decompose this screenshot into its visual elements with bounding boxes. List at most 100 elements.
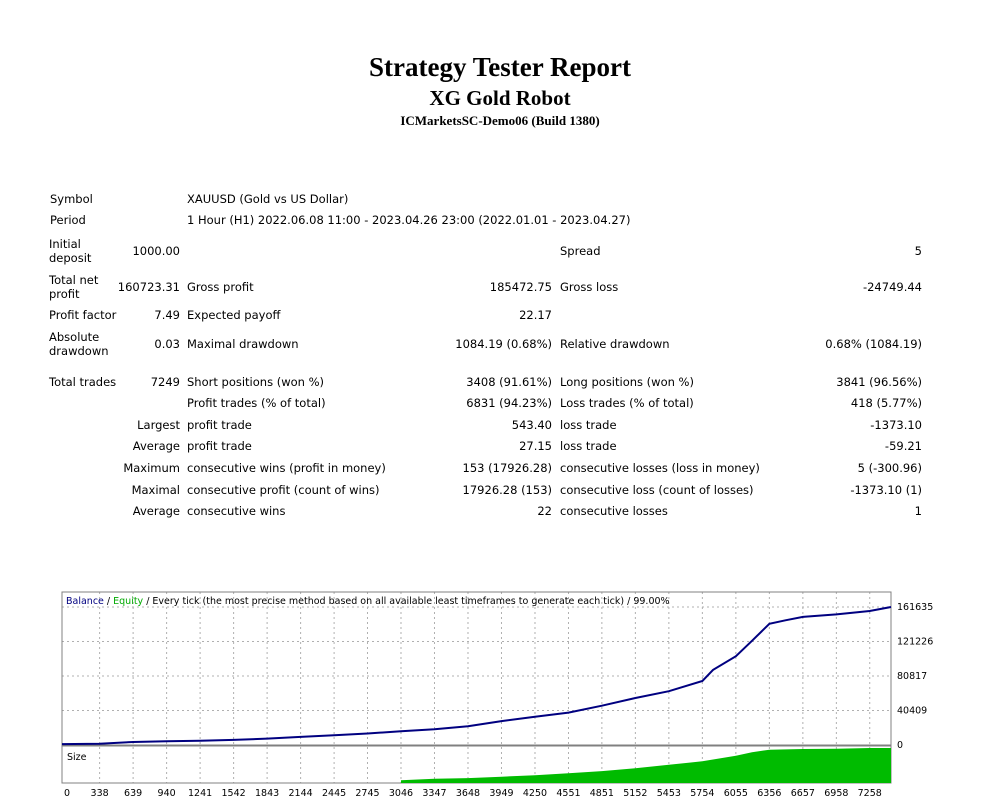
avg-cons-losses-label: consecutive losses: [560, 504, 668, 518]
total-trades-label: Total trades: [49, 375, 117, 389]
loss-trades-value: 418 (5.77%): [850, 396, 922, 410]
svg-text:Balance / Equity / Every tick: Balance / Equity / Every tick (the most …: [66, 596, 670, 607]
largest-profit-label: profit trade: [187, 418, 252, 432]
server-build: ICMarketsSC-Demo06 (Build 1380): [400, 113, 600, 128]
y-tick-label: 40409: [897, 705, 927, 716]
size-label: Size: [67, 752, 87, 763]
absolute-drawdown-label-2: drawdown: [49, 344, 109, 358]
x-tick-label: 4851: [590, 788, 614, 799]
initial-deposit-value: 1000.00: [132, 244, 180, 258]
x-tick-label: 3046: [389, 788, 413, 799]
balance-series-line: [61, 606, 892, 746]
max-cons-wins-label: consecutive wins (profit in money): [187, 461, 386, 475]
maximum-label: Maximum: [123, 461, 180, 475]
average-label: Average: [132, 439, 180, 453]
initial-deposit-label: Initial: [49, 237, 81, 251]
long-positions-value: 3841 (96.56%): [836, 375, 922, 389]
maximal-cons-loss-value: -1373.10 (1): [850, 483, 922, 497]
x-tick-label: 4551: [556, 788, 580, 799]
relative-drawdown-label: Relative drawdown: [560, 337, 670, 351]
maximal-drawdown-label: Maximal drawdown: [187, 337, 299, 351]
spread-label: Spread: [560, 244, 601, 258]
average-loss-value: -59.21: [884, 439, 922, 453]
expected-payoff-label: Expected payoff: [187, 308, 281, 322]
x-tick-label: 1241: [188, 788, 212, 799]
total-trades-value: 7249: [150, 375, 180, 389]
avg-cons-wins-value: 22: [537, 504, 552, 518]
x-tick-label: 338: [91, 788, 109, 799]
report-title: Strategy Tester Report: [369, 52, 631, 82]
avg-cons-wins-label: consecutive wins: [187, 504, 286, 518]
largest-loss-value: -1373.10: [870, 418, 922, 432]
initial-deposit-label-2: deposit: [49, 251, 92, 265]
x-tick-label: 2445: [322, 788, 346, 799]
largest-profit-value: 543.40: [511, 418, 552, 432]
y-tick-label: 0: [897, 740, 903, 751]
legend-rest: / Every tick (the most precise method ba…: [143, 596, 669, 607]
x-tick-label: 3949: [489, 788, 513, 799]
x-tick-label: 1843: [255, 788, 279, 799]
gross-loss-label: Gross loss: [560, 280, 619, 294]
loss-trades-label: Loss trades (% of total): [560, 396, 694, 410]
x-tick-label: 5152: [623, 788, 647, 799]
maximal-label: Maximal: [131, 483, 180, 497]
maximal-cons-profit-value: 17926.28 (153): [462, 483, 552, 497]
gross-profit-label: Gross profit: [187, 280, 254, 294]
y-tick-label: 121226: [897, 637, 933, 648]
chart-frame: [61, 591, 892, 746]
x-tick-label: 2144: [289, 788, 313, 799]
x-tick-label: 5754: [690, 788, 714, 799]
average-profit-label: profit trade: [187, 439, 252, 453]
y-tick-label: 161635: [897, 602, 933, 613]
short-positions-value: 3408 (91.61%): [466, 375, 552, 389]
period-value: 1 Hour (H1) 2022.06.08 11:00 - 2023.04.2…: [187, 213, 631, 227]
x-tick-label: 0: [64, 788, 70, 799]
avg-cons-losses-value: 1: [914, 504, 922, 518]
total-net-profit-value: 160723.31: [117, 280, 180, 294]
x-tick-label: 6055: [724, 788, 748, 799]
total-net-profit-label: Total net: [49, 273, 99, 287]
legend-balance: Balance: [66, 596, 104, 607]
profit-factor-value: 7.49: [154, 308, 180, 322]
period-label: Period: [50, 213, 86, 227]
absolute-drawdown-value: 0.03: [154, 337, 180, 351]
short-positions-label: Short positions (won %): [187, 375, 325, 389]
profit-factor-label: Profit factor: [49, 308, 117, 322]
absolute-drawdown-label: Absolute: [49, 330, 100, 344]
x-tick-label: 3648: [456, 788, 480, 799]
largest-loss-label: loss trade: [560, 418, 617, 432]
x-tick-label: 940: [158, 788, 176, 799]
legend-equity: Equity: [113, 596, 143, 607]
x-tick-label: 639: [124, 788, 142, 799]
x-tick-label: 6958: [824, 788, 848, 799]
average-profit-value: 27.15: [519, 439, 552, 453]
gross-loss-value: -24749.44: [862, 280, 922, 294]
size-area: [400, 748, 891, 783]
max-cons-wins-value: 153 (17926.28): [462, 461, 552, 475]
maximal-drawdown-value: 1084.19 (0.68%): [455, 337, 552, 351]
max-cons-losses-label: consecutive losses (loss in money): [560, 461, 760, 475]
x-tick-label: 6657: [791, 788, 815, 799]
largest-label: Largest: [137, 418, 180, 432]
x-tick-label: 3347: [422, 788, 446, 799]
x-tick-label: 6356: [757, 788, 781, 799]
maximal-cons-loss-label: consecutive loss (count of losses): [560, 483, 754, 497]
gross-profit-value: 185472.75: [489, 280, 552, 294]
robot-name: XG Gold Robot: [429, 86, 571, 110]
max-cons-losses-value: 5 (-300.96): [857, 461, 922, 475]
x-tick-label: 5453: [657, 788, 681, 799]
total-net-profit-label-2: profit: [49, 287, 80, 301]
maximal-cons-profit-label: consecutive profit (count of wins): [187, 483, 380, 497]
average-consecutive-label: Average: [132, 504, 180, 518]
profit-trades-label: Profit trades (% of total): [187, 396, 326, 410]
average-loss-label: loss trade: [560, 439, 617, 453]
relative-drawdown-value: 0.68% (1084.19): [825, 337, 922, 351]
y-tick-label: 80817: [897, 671, 927, 682]
expected-payoff-value: 22.17: [519, 308, 552, 322]
x-tick-label: 2745: [355, 788, 379, 799]
spread-value: 5: [914, 244, 922, 258]
symbol-value: XAUUSD (Gold vs US Dollar): [187, 192, 349, 206]
long-positions-label: Long positions (won %): [560, 375, 694, 389]
symbol-label: Symbol: [50, 192, 93, 206]
